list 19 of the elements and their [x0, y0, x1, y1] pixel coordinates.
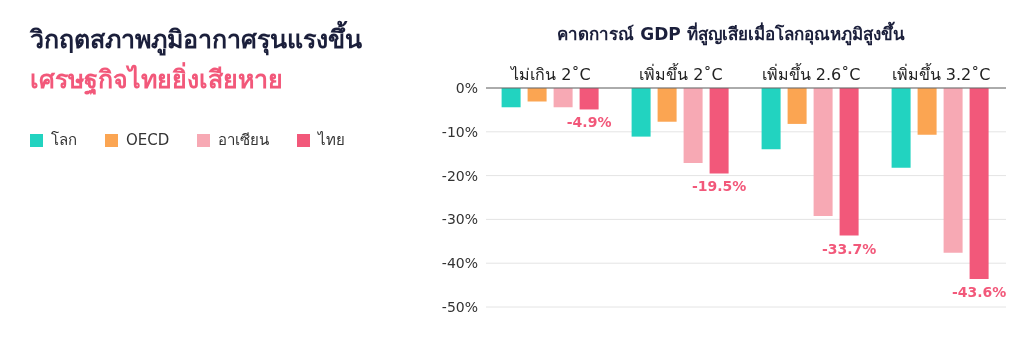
legend-label: อาเซียน [218, 130, 270, 151]
y-tick-label: -40% [441, 255, 478, 272]
data-label: -33.7% [821, 240, 877, 257]
y-tick-label: -10% [441, 123, 478, 140]
x-tick-label: ไม่เกิน 2˚C [509, 65, 591, 84]
y-tick-label: -30% [441, 211, 478, 228]
y-tick-label: -20% [441, 167, 478, 184]
data-label: -19.5% [691, 178, 747, 195]
legend-label: ไทย [318, 130, 346, 151]
legend-label: โลก [51, 130, 77, 151]
legend-label: OECD [126, 131, 170, 149]
x-tick-label: เพิ่มขึ้น 2.6˚C [761, 63, 861, 84]
x-tick-label: เพิ่มขึ้น 2˚C [639, 63, 723, 84]
text: คาดการณ์ GDP ที่สูญเสียเมื่อโลกอุณหภูมิสูงขึ้น [556, 20, 906, 47]
data-label: -4.9% [566, 114, 612, 131]
x-tick-label: เพิ่มขึ้น 3.2˚C [891, 63, 991, 84]
y-tick-label: 0% [455, 79, 478, 96]
data-label: -43.6% [951, 283, 1007, 300]
y-tick-label: -50% [441, 298, 478, 315]
